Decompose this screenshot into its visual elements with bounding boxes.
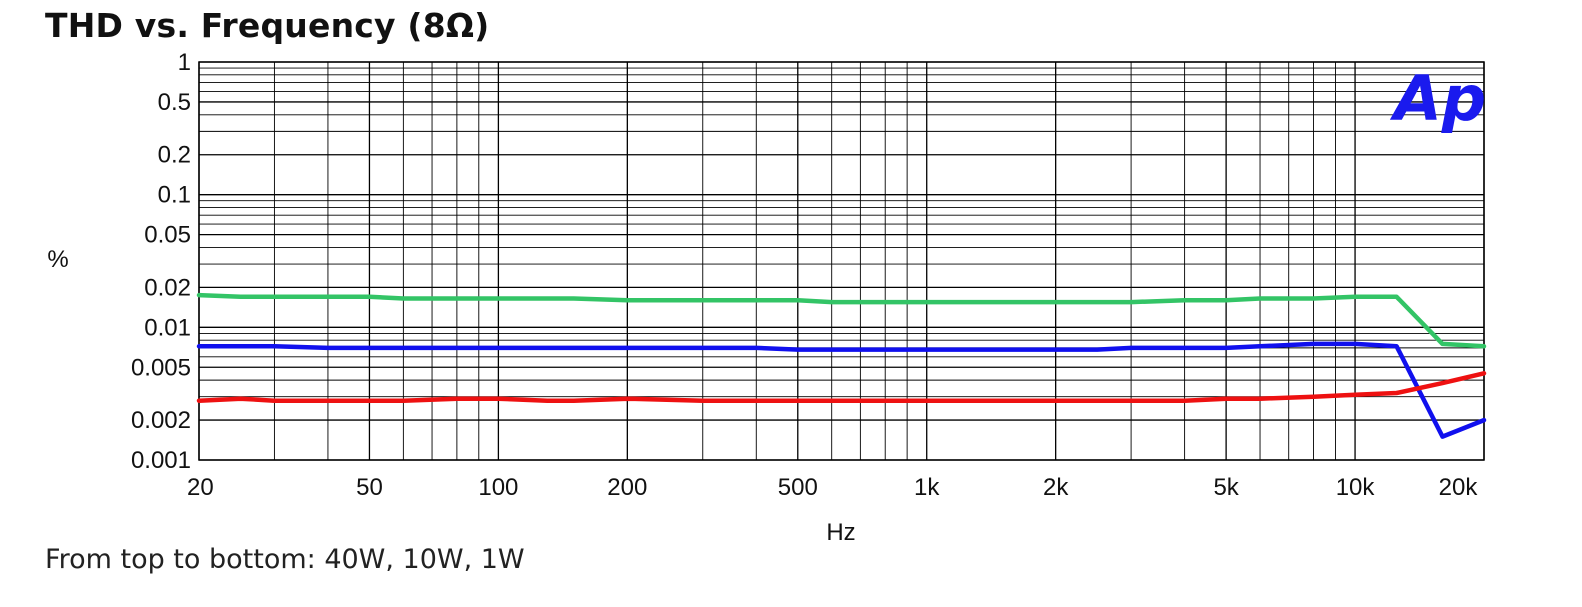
x-tick-label: 5k [1213, 474, 1239, 501]
y-tick-label: 0.005 [131, 354, 191, 381]
x-axis-label: Hz [826, 519, 855, 546]
y-tick-label: 0.02 [144, 274, 191, 301]
x-tick-label: 50 [356, 474, 383, 501]
x-tick-label: 1k [914, 474, 940, 501]
y-tick-labels: 1 0.5 0.2 0.1 0.05 0.02 0.01 0.005 0.002 0.001 [131, 49, 191, 474]
y-tick-label: 0.001 [131, 447, 191, 474]
data-series [196, 292, 1487, 439]
series-line-3 [196, 371, 1487, 403]
x-tick-labels: 20 50 100 200 500 1k 2k 5k 10k 20k [187, 474, 1478, 501]
ap-logo: Ap [1389, 62, 1486, 135]
series-line-1 [196, 292, 1487, 349]
x-tick-label: 20k [1439, 474, 1479, 501]
y-tick-label: 0.01 [144, 314, 191, 341]
x-tick-label: 20 [187, 474, 214, 501]
plot-frame [198, 61, 1485, 461]
y-tick-label: 0.002 [131, 407, 191, 434]
x-tick-label: 10k [1336, 474, 1376, 501]
y-tick-label: 0.1 [158, 182, 191, 209]
y-tick-label: 0.2 [158, 142, 191, 169]
x-tick-label: 2k [1043, 474, 1069, 501]
y-tick-label: 0.5 [158, 89, 191, 116]
y-tick-label: 0.05 [144, 222, 191, 249]
series-line-2 [196, 341, 1487, 439]
y-axis-label: % [47, 246, 68, 273]
chart-title: THD vs. Frequency (8Ω) [45, 6, 490, 45]
x-tick-label: 500 [778, 474, 818, 501]
x-tick-label: 200 [607, 474, 647, 501]
x-tick-label: 100 [478, 474, 518, 501]
chart-caption: From top to bottom: 40W, 10W, 1W [45, 544, 525, 575]
y-tick-label: 1 [178, 49, 191, 76]
